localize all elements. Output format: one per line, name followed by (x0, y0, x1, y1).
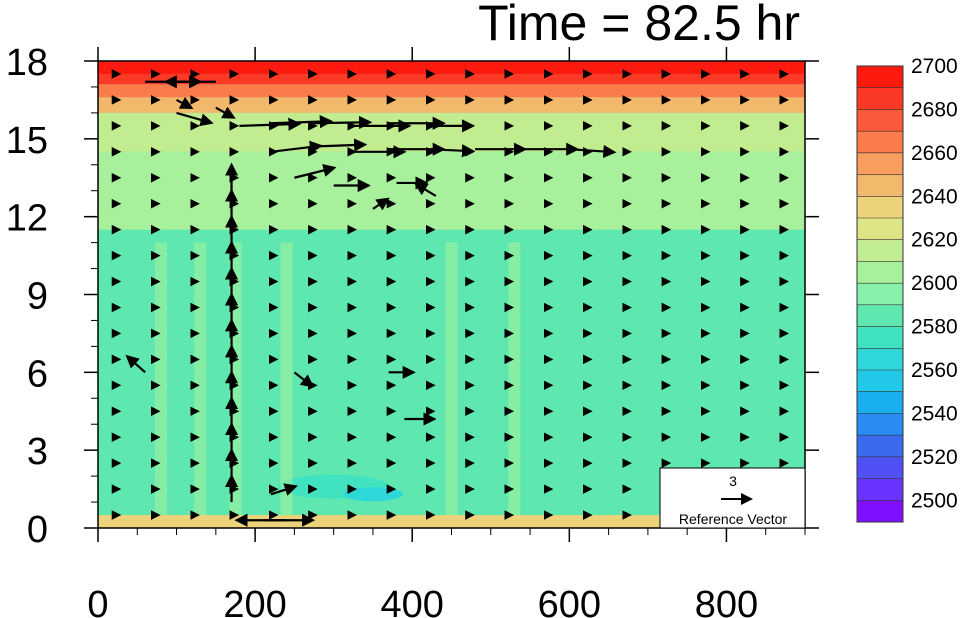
field-band (98, 151, 805, 230)
field-band (98, 61, 805, 74)
x-axis: 0 200 400 600 800 (87, 47, 806, 618)
colorbar-swatch (857, 239, 903, 262)
colorbar-swatch (857, 435, 903, 458)
colorbar-swatch (857, 304, 903, 328)
vector-arrow (310, 115, 373, 130)
y-tick-label: 15 (6, 120, 48, 162)
vector-arrow (294, 164, 337, 179)
colorbar-swatch (857, 478, 903, 501)
y-tick-label: 0 (27, 509, 48, 551)
reference-vector-box: 3 Reference Vector (659, 467, 806, 529)
vector-arrow (270, 115, 334, 129)
vector-arrow (569, 144, 617, 159)
colorbar-frame (856, 65, 904, 523)
colorbar-swatch (857, 131, 903, 154)
vector-arrow (310, 138, 368, 152)
field-feature (280, 242, 293, 516)
colorbar-label: 2640 (911, 185, 958, 208)
contour-field (98, 61, 805, 528)
vector-arrow (125, 354, 146, 374)
x-tick-label: 200 (223, 584, 286, 618)
colorbar-swatch (857, 196, 903, 219)
colorbar-label: 2580 (911, 316, 958, 339)
colorbar-label: 2560 (911, 359, 958, 382)
vector-arrow (427, 144, 476, 158)
colorbar-label: 2520 (911, 446, 958, 469)
field-feature (333, 286, 805, 412)
y-tick-label: 6 (27, 353, 48, 395)
colorbar-swatch (857, 152, 903, 176)
vector-arrow (372, 197, 390, 211)
vector-arrow (270, 483, 298, 496)
field-feature (445, 242, 458, 516)
x-tick-label: 400 (381, 584, 444, 618)
y-tick-label: 18 (6, 42, 48, 84)
vector-arrow (239, 117, 302, 131)
colorbar-swatch (857, 456, 903, 480)
colorbar-swatch (857, 413, 903, 436)
vector-field (111, 69, 790, 527)
y-tick-label: 12 (6, 198, 48, 240)
colorbar: 2500 2520 2540 2560 2580 2600 2620 2640 2660 2680… (856, 55, 958, 523)
colorbar-swatch (857, 66, 903, 89)
colorbar-swatch (857, 326, 903, 349)
x-tick-label: 600 (538, 584, 601, 618)
field-band (98, 73, 805, 85)
field-feature (194, 242, 207, 516)
colorbar-swatch (857, 500, 903, 523)
vector-arrow (293, 371, 315, 388)
colorbar-swatch (857, 109, 903, 132)
y-tick-label: 3 (27, 431, 48, 473)
colorbar-label: 2620 (911, 229, 958, 252)
x-tick-label: 800 (695, 584, 758, 618)
colorbar-swatch (857, 87, 903, 110)
colorbar-label: 2660 (911, 142, 958, 165)
colorbar-swatch (857, 370, 903, 393)
field-band (98, 112, 805, 152)
colorbar-swatch (857, 218, 903, 241)
colorbar-label: 2540 (911, 402, 958, 425)
field-band (98, 84, 805, 98)
x-tick-label: 0 (87, 584, 108, 618)
reference-vector-label: Reference Vector (679, 511, 788, 527)
colorbar-swatch (857, 391, 903, 414)
y-tick-label: 9 (27, 276, 48, 318)
y-axis: 0 3 6 9 12 15 18 (6, 42, 819, 551)
colorbar-label: 2500 (911, 489, 958, 512)
colorbar-label: 2700 (911, 55, 958, 78)
vector-arrow (413, 182, 437, 197)
colorbar-label: 2600 (911, 272, 958, 295)
vector-arrow (176, 111, 214, 127)
colorbar-swatch (857, 261, 903, 284)
field-band (98, 97, 805, 113)
vector-arrow (215, 106, 236, 119)
colorbar-label: 2680 (911, 98, 958, 121)
vector-arrow (176, 96, 194, 109)
field-feature (508, 242, 521, 516)
reference-vector-magnitude: 3 (729, 473, 737, 489)
colorbar-swatch (857, 348, 903, 371)
colorbar-swatch (857, 174, 903, 197)
chart-title: Time = 82.5 hr (478, 0, 800, 51)
colorbar-swatch (857, 283, 903, 306)
field-feature (154, 242, 167, 516)
